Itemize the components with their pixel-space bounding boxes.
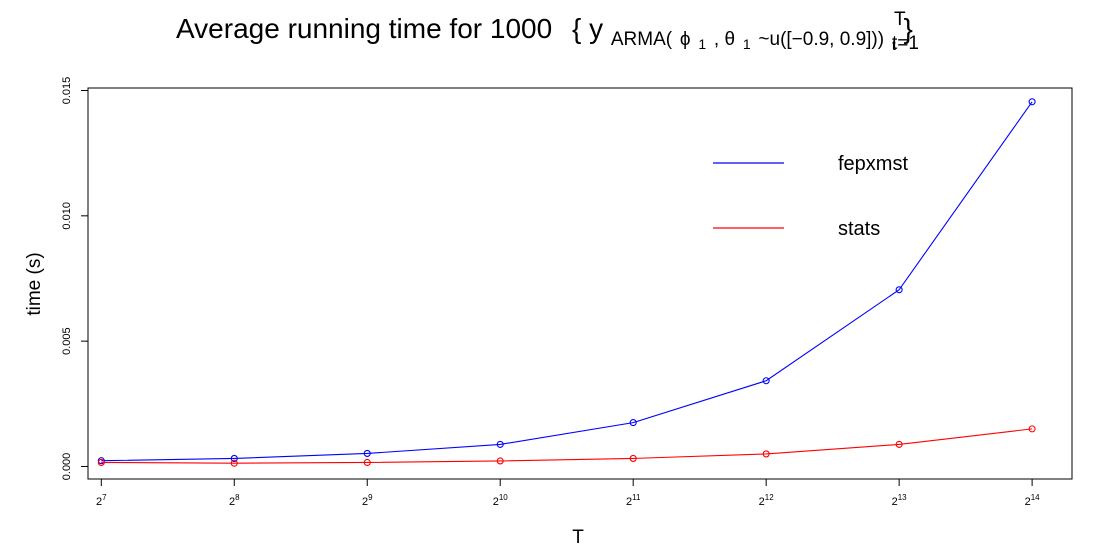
title-dist: ~u([−0.9, 0.9])) [758, 29, 884, 50]
x-tick-exp: 8 [235, 493, 240, 502]
x-tick-label: 210 [493, 493, 509, 508]
title-brace-close: } [904, 13, 913, 44]
point-stats [230, 459, 238, 467]
x-tick-exp: 9 [368, 493, 373, 502]
point-fepxmst [895, 286, 903, 294]
x-tick-exp: 12 [765, 493, 774, 502]
x-axis-label: T [572, 527, 584, 548]
legend: fepxmst stats [713, 153, 908, 240]
x-tick-base: 2 [626, 496, 632, 508]
title-comma: , [714, 29, 725, 50]
title-sup-T: T [894, 9, 906, 30]
title-phi-sub: 1 [698, 36, 706, 52]
plot-frame [87, 87, 1073, 480]
title-sub-t: t [892, 37, 896, 53]
x-tick-exp: 11 [632, 493, 641, 502]
x-tick-exp: 10 [499, 493, 508, 502]
x-tick-label: 212 [759, 493, 775, 508]
series-layer [97, 98, 1036, 467]
y-axis: 0.000 0.005 0.010 0.015 [61, 77, 89, 481]
chart-title: Average running time for 1000 { y ARMA( … [176, 13, 913, 56]
title-y: y [589, 13, 603, 44]
point-fepxmst [629, 419, 637, 427]
title-prefix: Average running time for 1000 [176, 13, 552, 44]
point-stats [97, 458, 105, 467]
x-tick-base: 2 [892, 496, 898, 508]
legend-label-stats: stats [838, 218, 880, 240]
title-sub-t1: t=1 [892, 33, 919, 54]
point-stats [895, 440, 903, 448]
x-tick-label: 28 [229, 493, 240, 508]
point-stats [629, 454, 637, 462]
x-tick-label: 27 [96, 493, 107, 508]
x-tick-exp: 13 [898, 493, 907, 502]
y-axis-label: time (s) [24, 252, 45, 315]
x-tick-base: 2 [493, 496, 499, 508]
point-fepxmst [230, 454, 238, 462]
y-tick-label: 0.005 [61, 327, 73, 355]
x-tick-label: 211 [626, 493, 641, 508]
title-brace-open: { [572, 13, 581, 44]
title-sub-arma: ARMA( [611, 29, 673, 50]
x-tick-label: 213 [892, 493, 908, 508]
title-theta-sub: 1 [743, 36, 751, 52]
point-stats [762, 450, 770, 458]
point-fepxmst [496, 440, 504, 448]
title-theta: θ [724, 29, 735, 50]
point-fepxmst [1028, 98, 1036, 106]
series-line-fepxmst [101, 101, 1033, 462]
x-tick-base: 2 [96, 496, 102, 508]
x-tick-base: 2 [759, 496, 765, 508]
x-axis: 27 28 29 210 211 212 213 214 [96, 478, 1041, 508]
x-tick-base: 2 [1025, 496, 1031, 508]
x-tick-base: 2 [229, 496, 235, 508]
x-tick-exp: 7 [102, 493, 107, 502]
x-tick-label: 214 [1025, 493, 1041, 508]
x-tick-base: 2 [362, 496, 368, 508]
y-tick-label: 0.000 [61, 453, 73, 481]
x-tick-exp: 14 [1031, 493, 1040, 502]
series-line-stats [101, 428, 1033, 464]
y-tick-label: 0.010 [61, 202, 73, 230]
point-stats [1028, 425, 1036, 433]
title-phi: ϕ [680, 29, 691, 50]
x-tick-label: 29 [362, 493, 373, 508]
point-stats [363, 458, 371, 467]
point-fepxmst [762, 377, 770, 385]
legend-label-fepxmst: fepxmst [838, 153, 908, 175]
point-stats [496, 457, 504, 465]
point-fepxmst [363, 449, 371, 457]
y-tick-label: 0.015 [61, 77, 73, 105]
